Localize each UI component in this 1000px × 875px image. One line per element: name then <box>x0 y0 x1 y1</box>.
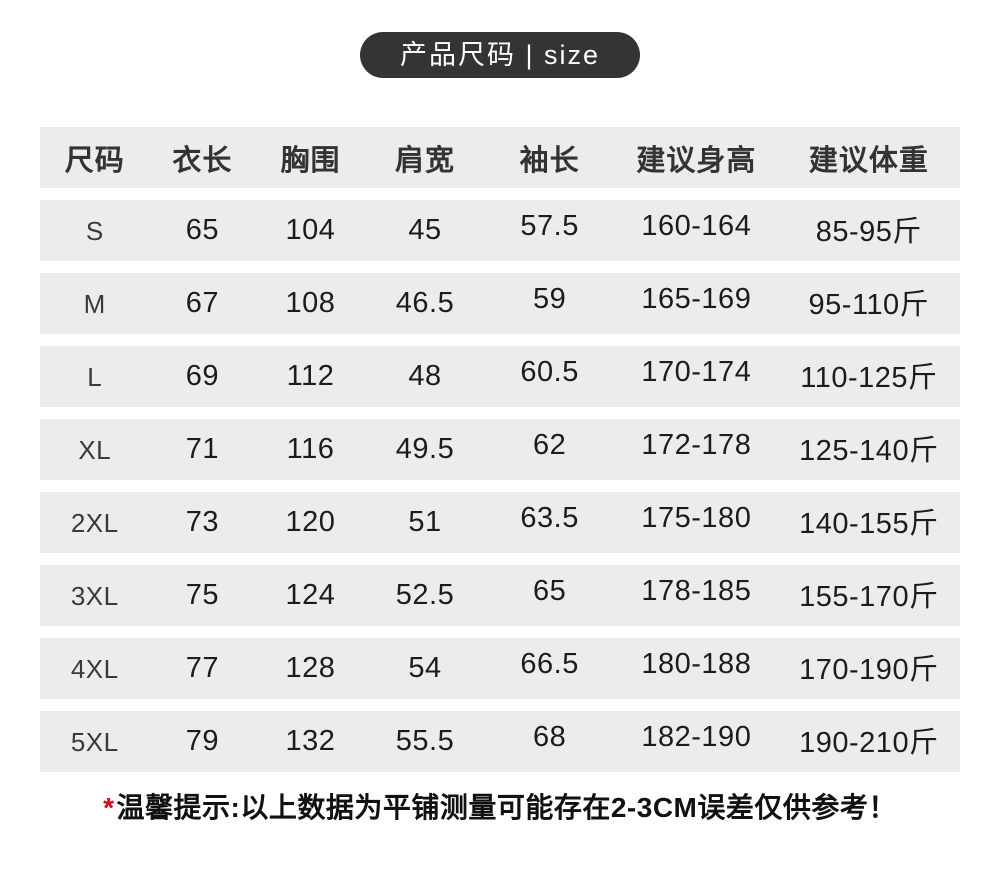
table-cell-shoulder: 54 <box>408 652 442 684</box>
table-cell-size: 4XL <box>70 654 119 684</box>
table-cell-height: 178-185 <box>641 575 752 607</box>
table-cell-height: 180-188 <box>641 648 752 680</box>
table-cell-sleeve: 66.5 <box>520 648 579 680</box>
table-cell-sleeve: 68 <box>533 721 567 753</box>
header-cell-chest: 胸围 <box>280 144 341 177</box>
table-cell-size: XL <box>78 435 112 465</box>
table-cell-chest: 116 <box>286 433 335 465</box>
table-cell-shoulder: 49.5 <box>395 433 455 465</box>
table-cell-length: 71 <box>185 433 219 465</box>
table-row: XL 71 116 49.5 62 172-178 125-140斤 <box>40 419 960 480</box>
table-cell-length: 75 <box>185 579 219 611</box>
header-cell-length: 衣长 <box>172 144 233 177</box>
table-header-row: 尺码 衣长 胸围 肩宽 袖长 建议身高 建议体重 <box>40 127 960 188</box>
table-cell-weight: 155-170斤 <box>799 580 939 613</box>
table-cell-length: 67 <box>185 287 219 319</box>
table-cell-sleeve: 65 <box>533 575 567 607</box>
header-cell-shoulder: 肩宽 <box>394 144 455 177</box>
table-cell-shoulder: 51 <box>408 506 442 538</box>
table-cell-height: 175-180 <box>641 502 752 534</box>
table-cell-length: 69 <box>185 360 219 392</box>
table-cell-chest: 120 <box>285 506 336 538</box>
table-cell-shoulder: 52.5 <box>395 579 455 611</box>
table-cell-weight: 125-140斤 <box>799 434 939 467</box>
table-row: L 69 112 48 60.5 170-174 110-125斤 <box>40 346 960 407</box>
table-cell-chest: 128 <box>285 652 336 684</box>
table-cell-weight: 190-210斤 <box>799 726 939 759</box>
table-cell-length: 73 <box>185 506 219 538</box>
table-cell-length: 79 <box>185 725 219 757</box>
table-row: S 65 104 45 57.5 160-164 85-95斤 <box>40 200 960 261</box>
footer-note-text: 温馨提示:以上数据为平铺测量可能存在2-3CM误差仅供参考！ <box>116 792 897 823</box>
table-cell-chest: 112 <box>286 360 335 392</box>
footer-note: *温馨提示:以上数据为平铺测量可能存在2-3CM误差仅供参考！ <box>0 786 1000 830</box>
table-cell-height: 160-164 <box>641 210 752 242</box>
table-cell-weight: 95-110斤 <box>808 288 930 321</box>
table-cell-size: S <box>85 216 104 246</box>
table-cell-size: M <box>83 289 106 319</box>
table-cell-chest: 132 <box>285 725 336 757</box>
table-body: S 65 104 45 57.5 160-164 85-95斤 M 67 108… <box>40 200 960 772</box>
table-cell-size: 2XL <box>70 508 119 538</box>
table-cell-weight: 85-95斤 <box>815 215 922 248</box>
table-cell-shoulder: 46.5 <box>395 287 455 319</box>
header-cell-height: 建议身高 <box>636 144 757 177</box>
table-cell-length: 77 <box>185 652 219 684</box>
table-cell-size: L <box>87 362 103 392</box>
table-cell-sleeve: 59 <box>533 283 567 315</box>
table-cell-height: 182-190 <box>641 721 752 753</box>
table-cell-sleeve: 62 <box>533 429 567 461</box>
header-cell-weight: 建议体重 <box>808 144 929 177</box>
header-cell-sleeve: 袖长 <box>519 144 580 177</box>
table-cell-height: 172-178 <box>641 429 752 461</box>
table-cell-size: 5XL <box>70 727 119 757</box>
table-cell-height: 170-174 <box>641 356 752 388</box>
table-cell-size: 3XL <box>70 581 119 611</box>
table-cell-shoulder: 48 <box>408 360 442 392</box>
table-cell-sleeve: 63.5 <box>520 502 579 534</box>
table-cell-chest: 104 <box>285 214 336 246</box>
table-row: 3XL 75 124 52.5 65 178-185 155-170斤 <box>40 565 960 626</box>
table-cell-chest: 124 <box>285 579 336 611</box>
table-cell-shoulder: 55.5 <box>395 725 455 757</box>
header-cell-size: 尺码 <box>64 144 125 177</box>
size-table: 尺码 衣长 胸围 肩宽 袖长 建议身高 建议体重 S 65 104 45 57.… <box>40 127 960 784</box>
table-cell-weight: 140-155斤 <box>799 507 939 540</box>
table-row: M 67 108 46.5 59 165-169 95-110斤 <box>40 273 960 334</box>
table-cell-chest: 108 <box>285 287 336 319</box>
table-cell-sleeve: 60.5 <box>520 356 579 388</box>
table-cell-weight: 110-125斤 <box>800 361 938 394</box>
size-chart-title-badge: 产品尺码 | size <box>360 32 640 78</box>
table-cell-length: 65 <box>185 214 219 246</box>
table-row: 4XL 77 128 54 66.5 180-188 170-190斤 <box>40 638 960 699</box>
table-cell-sleeve: 57.5 <box>520 210 579 242</box>
table-row: 2XL 73 120 51 63.5 175-180 140-155斤 <box>40 492 960 553</box>
table-row: 5XL 79 132 55.5 68 182-190 190-210斤 <box>40 711 960 772</box>
table-cell-height: 165-169 <box>641 283 752 315</box>
red-asterisk: * <box>103 792 115 823</box>
table-cell-weight: 170-190斤 <box>799 653 939 686</box>
table-cell-shoulder: 45 <box>408 214 442 246</box>
